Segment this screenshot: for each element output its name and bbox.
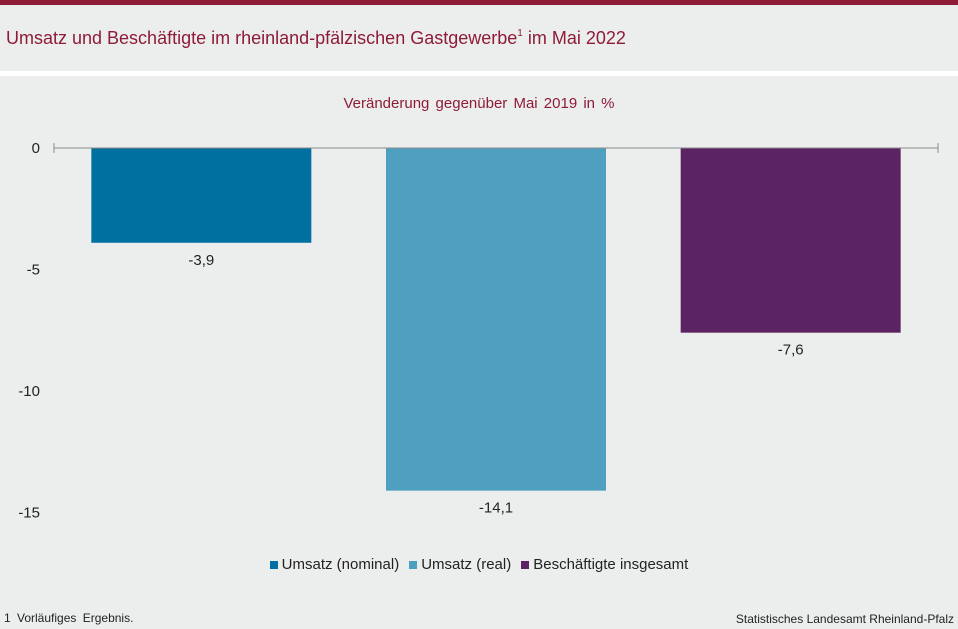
- bar: [91, 148, 312, 243]
- top-accent-bar: [0, 0, 958, 5]
- y-tick-label: -5: [27, 262, 40, 279]
- y-tick-label: 0: [32, 140, 40, 157]
- chart-legend: Umsatz (nominal) Umsatz (real) Beschäftigt…: [0, 556, 958, 573]
- legend-item: Umsatz (real): [409, 556, 511, 573]
- header-divider: [0, 71, 958, 76]
- legend-swatch: [521, 560, 530, 569]
- chart-subtitle: Veränderung gegenüber Mai 2019 in %: [343, 95, 615, 112]
- chart-title: Umsatz und Beschäftigte im rheinland-pfä…: [6, 28, 626, 49]
- legend-label: Umsatz (real): [421, 556, 512, 573]
- legend-swatch: [409, 560, 418, 569]
- y-tick-label: -10: [18, 383, 40, 400]
- chart-title-suffix: im Mai 2022: [522, 28, 626, 48]
- legend-swatch: [269, 560, 278, 569]
- footnote: 1 Vorläufiges Ergebnis.: [4, 611, 134, 625]
- legend-label: Beschäftigte insgesamt: [533, 556, 689, 573]
- chart-title-text: Umsatz und Beschäftigte im rheinland-pfä…: [6, 28, 518, 48]
- source-label: Statistisches Landesamt Rheinland-Pfalz: [735, 612, 954, 626]
- bar: [386, 148, 606, 491]
- legend-label: Umsatz (nominal): [281, 556, 400, 573]
- data-label: -3,9: [188, 252, 214, 269]
- title-footnote-marker: 1: [517, 28, 523, 39]
- bar: [680, 148, 901, 333]
- data-label: -14,1: [479, 500, 513, 517]
- data-label: -7,6: [778, 342, 804, 359]
- legend-item: Beschäftigte insgesamt: [521, 556, 688, 573]
- legend-item: Umsatz (nominal): [269, 556, 400, 573]
- y-tick-label: -15: [18, 505, 40, 522]
